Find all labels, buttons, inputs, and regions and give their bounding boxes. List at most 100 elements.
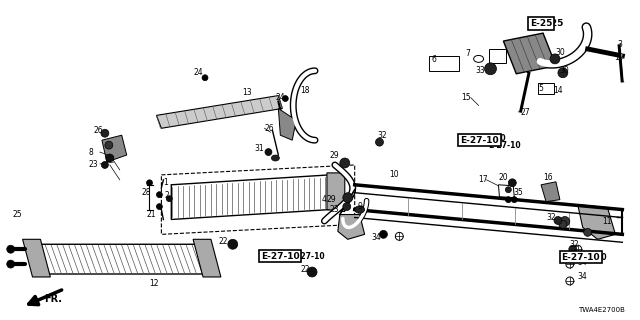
Circle shape — [560, 217, 570, 227]
Circle shape — [343, 203, 351, 211]
Text: 26: 26 — [94, 126, 104, 135]
Polygon shape — [338, 214, 365, 239]
Circle shape — [343, 193, 353, 203]
Text: 17: 17 — [479, 175, 488, 184]
Text: E-27-10: E-27-10 — [261, 252, 300, 261]
Text: 22: 22 — [300, 265, 310, 274]
Polygon shape — [172, 175, 330, 220]
Circle shape — [558, 68, 568, 78]
Text: 10: 10 — [389, 170, 399, 180]
Text: 29: 29 — [330, 150, 340, 160]
Text: 30: 30 — [560, 66, 570, 75]
Text: 26: 26 — [264, 124, 274, 133]
Text: 15: 15 — [461, 93, 470, 102]
Circle shape — [574, 245, 582, 253]
Circle shape — [202, 75, 208, 81]
Circle shape — [147, 180, 152, 186]
Ellipse shape — [474, 55, 484, 62]
Polygon shape — [22, 239, 51, 277]
Polygon shape — [278, 108, 296, 140]
Text: 32: 32 — [378, 131, 387, 140]
Circle shape — [484, 63, 497, 75]
Text: E-27-10: E-27-10 — [460, 136, 499, 145]
Circle shape — [550, 54, 560, 64]
Text: 2: 2 — [164, 191, 169, 200]
Polygon shape — [102, 135, 127, 162]
Text: 32: 32 — [570, 240, 579, 249]
Text: 5: 5 — [538, 84, 543, 93]
Text: 30: 30 — [555, 48, 564, 57]
Circle shape — [508, 179, 516, 187]
Text: 8: 8 — [88, 148, 93, 156]
Text: 21: 21 — [147, 210, 156, 219]
Circle shape — [105, 141, 113, 149]
Circle shape — [156, 192, 163, 198]
Circle shape — [506, 187, 511, 193]
Circle shape — [156, 204, 163, 210]
Circle shape — [380, 230, 387, 238]
Polygon shape — [578, 204, 616, 239]
Text: 34: 34 — [578, 258, 588, 267]
Circle shape — [7, 245, 15, 253]
Bar — [538, 83, 554, 93]
Text: 24: 24 — [193, 68, 203, 77]
Text: 34: 34 — [372, 233, 381, 242]
Text: 4: 4 — [322, 195, 327, 204]
Circle shape — [554, 217, 562, 224]
Circle shape — [166, 196, 172, 202]
Text: 3: 3 — [618, 39, 622, 49]
Text: 33: 33 — [476, 66, 485, 75]
Text: 35: 35 — [513, 188, 523, 197]
Circle shape — [511, 197, 517, 203]
Circle shape — [506, 197, 511, 203]
Text: E-27-10: E-27-10 — [292, 252, 325, 261]
Text: 20: 20 — [499, 173, 508, 182]
Text: 11: 11 — [602, 217, 612, 226]
Polygon shape — [327, 173, 345, 212]
Text: 23: 23 — [330, 205, 340, 214]
Circle shape — [559, 220, 567, 228]
Text: 19: 19 — [614, 53, 624, 62]
Text: 29: 29 — [327, 195, 337, 204]
Text: 13: 13 — [243, 88, 252, 97]
Circle shape — [307, 267, 317, 277]
Circle shape — [569, 245, 577, 253]
Polygon shape — [499, 185, 515, 198]
Circle shape — [584, 228, 591, 236]
Text: 7: 7 — [466, 49, 470, 59]
Bar — [488, 49, 506, 63]
Text: 12: 12 — [150, 279, 159, 288]
Text: 1: 1 — [163, 178, 168, 187]
Circle shape — [101, 129, 109, 137]
Text: E-27-10: E-27-10 — [474, 134, 506, 143]
Text: FR.: FR. — [44, 294, 63, 304]
Text: E-27-10: E-27-10 — [561, 253, 600, 262]
Text: 28: 28 — [141, 188, 151, 197]
Text: 9: 9 — [358, 202, 362, 211]
Bar — [429, 56, 459, 71]
Text: 22: 22 — [219, 237, 228, 246]
Circle shape — [376, 138, 383, 146]
Text: TWA4E2700B: TWA4E2700B — [579, 307, 625, 313]
Text: 31: 31 — [255, 144, 264, 153]
Text: 14: 14 — [553, 86, 563, 95]
Circle shape — [106, 154, 114, 162]
Polygon shape — [156, 96, 282, 128]
Text: 6: 6 — [431, 55, 436, 64]
Circle shape — [566, 277, 574, 285]
Text: E-27-10: E-27-10 — [574, 253, 607, 262]
Polygon shape — [38, 244, 206, 274]
Circle shape — [228, 239, 237, 249]
Circle shape — [282, 96, 288, 101]
Text: E-27-10: E-27-10 — [488, 140, 521, 150]
Text: E-25: E-25 — [530, 19, 552, 28]
Circle shape — [7, 260, 15, 268]
Circle shape — [101, 162, 108, 168]
Text: 32: 32 — [546, 213, 556, 222]
Text: E-25: E-25 — [541, 19, 563, 28]
Ellipse shape — [271, 155, 279, 161]
Circle shape — [396, 232, 403, 240]
Circle shape — [340, 158, 349, 168]
Text: 25: 25 — [13, 210, 22, 219]
Text: 27: 27 — [520, 108, 530, 117]
